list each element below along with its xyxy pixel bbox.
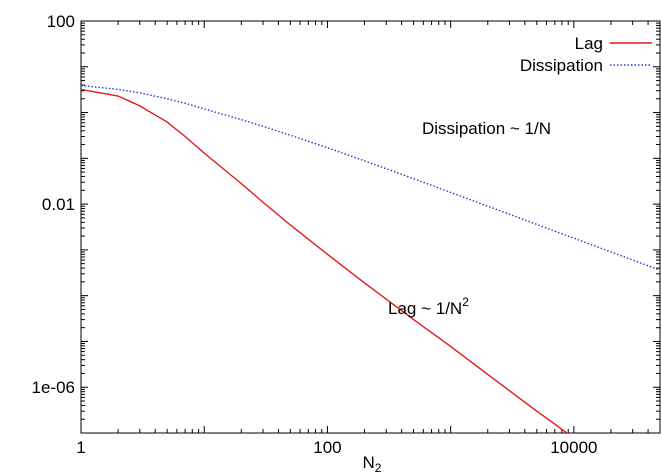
x-axis-label: N2 [363,453,382,472]
legend-label-dissipation: Dissipation [520,56,603,75]
annotation-text: Lag ~ 1/N [388,299,462,318]
x-tick-label: 100 [313,438,341,457]
series-layer [81,84,660,433]
x-axis-label-main: N [363,453,375,472]
plot-frame [80,20,661,434]
annotations: Dissipation ~ 1/N Lag ~ 1/N2 [388,119,551,318]
series-line-dissipation [81,84,660,271]
annotation-0: Dissipation ~ 1/N [422,119,551,138]
y-tick-label: 0.01 [42,195,75,214]
x-tick-label: 10000 [550,438,597,457]
y-tick-label: 1e-06 [32,378,75,397]
annotation-text: Dissipation ~ 1/N [422,119,551,138]
legend: Lag Dissipation [520,34,652,75]
series-line-lag [81,88,569,433]
legend-label-lag: Lag [575,34,603,53]
x-axis-label-subscript: 2 [375,461,382,472]
axis-ticks: 1 100 10000 100 0.01 1e-06 [32,12,661,457]
annotation-1: Lag ~ 1/N2 [388,295,469,318]
annotation-superscript: 2 [462,295,469,309]
x-tick-label: 1 [76,438,85,457]
y-tick-label: 100 [47,12,75,31]
